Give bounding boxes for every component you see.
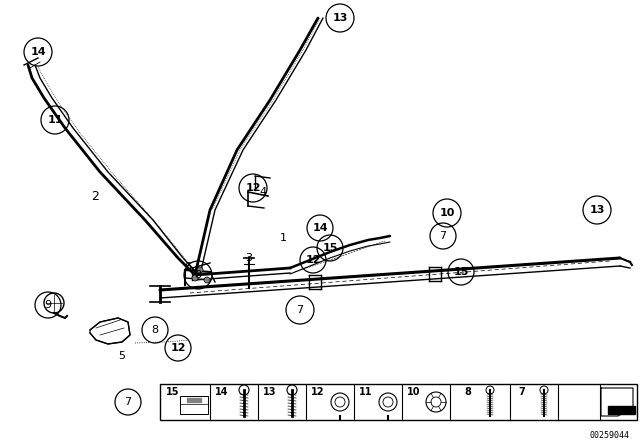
Text: 8: 8 [195, 270, 202, 280]
Text: 5: 5 [118, 351, 125, 361]
Text: 15: 15 [453, 267, 468, 277]
Text: 9: 9 [44, 300, 52, 310]
Text: 1: 1 [280, 233, 287, 243]
Text: 8: 8 [465, 387, 472, 397]
Bar [160, 384, 637, 420]
Circle shape [192, 275, 198, 281]
Text: 12: 12 [311, 387, 324, 397]
Text: 15: 15 [166, 387, 180, 397]
Polygon shape [608, 406, 635, 414]
Text: 11: 11 [359, 387, 372, 397]
Text: 10: 10 [439, 208, 454, 218]
Text: 12: 12 [305, 255, 321, 265]
Text: 2: 2 [91, 190, 99, 202]
Text: 13: 13 [263, 387, 276, 397]
Text: 14: 14 [30, 47, 46, 57]
Text: 00259044: 00259044 [590, 431, 630, 440]
Text: 10: 10 [407, 387, 420, 397]
Text: 7: 7 [296, 305, 303, 315]
Text: 7: 7 [440, 231, 447, 241]
Text: 4: 4 [259, 187, 267, 197]
Text: 7: 7 [124, 397, 132, 407]
Polygon shape [187, 398, 201, 402]
Text: 12: 12 [170, 343, 186, 353]
Circle shape [197, 267, 203, 273]
Text: 7: 7 [518, 387, 525, 397]
Circle shape [204, 277, 210, 283]
Text: 13: 13 [589, 205, 605, 215]
Text: 14: 14 [215, 387, 228, 397]
Text: 12: 12 [245, 183, 260, 193]
Text: 8: 8 [152, 325, 159, 335]
Text: 14: 14 [312, 223, 328, 233]
Text: 13: 13 [332, 13, 348, 23]
Text: 3: 3 [246, 253, 253, 263]
Text: 11: 11 [47, 115, 63, 125]
Text: 6: 6 [184, 262, 191, 272]
Bar [180, 396, 208, 414]
Text: 15: 15 [323, 243, 338, 253]
